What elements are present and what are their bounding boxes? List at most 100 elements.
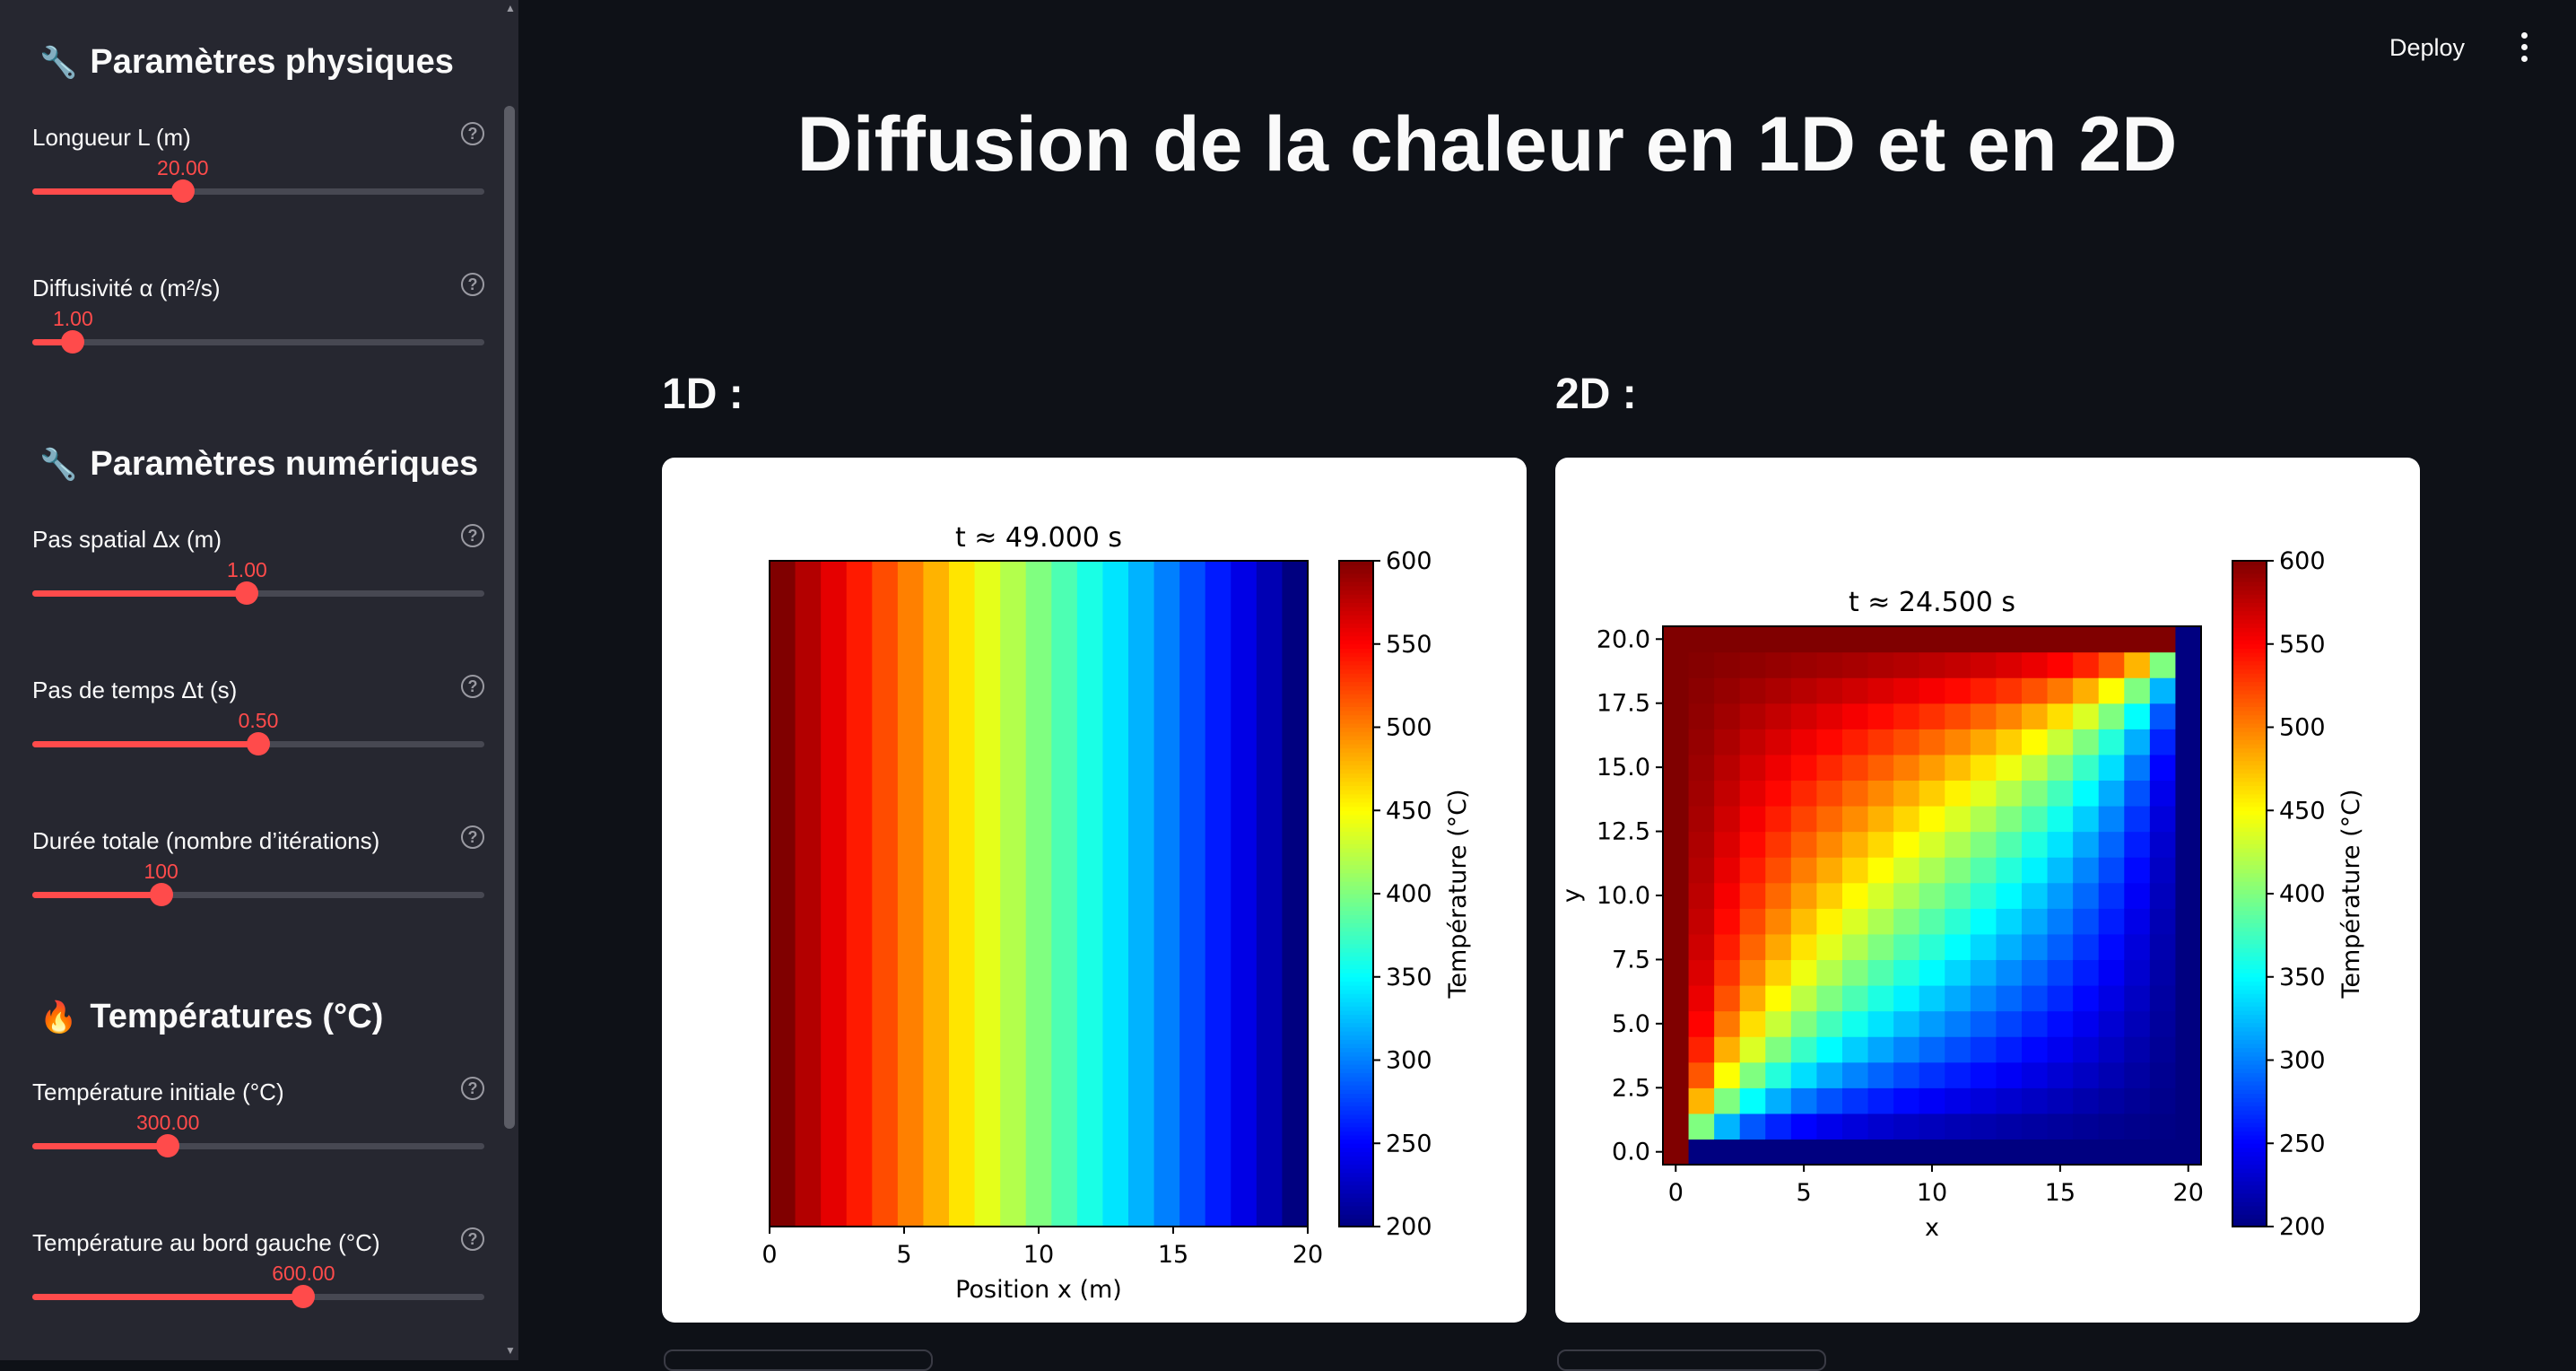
- heatmap-cell: [1842, 908, 1869, 935]
- heatmap-cell: [1663, 1087, 1690, 1114]
- heatmap-cell: [1816, 729, 1843, 755]
- colorbar-segment: [2232, 973, 2267, 978]
- heatmap-1d: 0 5 10 15 20 t ≈ 49.000 s Position x (m) 200…: [761, 522, 1472, 1304]
- help-icon[interactable]: ?: [461, 825, 484, 849]
- sidebar-scrollbar-thumb[interactable]: [504, 106, 515, 1129]
- scroll-down-icon[interactable]: ▼: [505, 1344, 516, 1357]
- heatmap-cell: [2098, 1010, 2125, 1037]
- heatmap-cell: [1790, 703, 1818, 729]
- heatmap-cell: [1816, 882, 1843, 909]
- slider-value: 1.00: [227, 558, 267, 581]
- colorbar-segment: [2232, 631, 2267, 637]
- slider-track[interactable]: [32, 883, 484, 906]
- slider-thumb[interactable]: [149, 883, 173, 906]
- colorbar-segment: [1339, 607, 1373, 612]
- scroll-up-icon[interactable]: ▲: [505, 2, 516, 14]
- colorbar-segment: [2232, 602, 2267, 607]
- help-icon[interactable]: ?: [461, 524, 484, 547]
- colorbar-segment: [1339, 764, 1373, 770]
- heatmap-cell: [2175, 857, 2202, 884]
- heatmap-cell: [2175, 754, 2202, 782]
- colorbar-segment: [1339, 1201, 1373, 1207]
- heatmap-cell: [1179, 561, 1206, 1227]
- slider-track[interactable]: [32, 330, 484, 354]
- heatmap-cell: [2073, 1036, 2100, 1063]
- help-icon[interactable]: ?: [461, 122, 484, 145]
- deploy-button[interactable]: Deploy: [2389, 34, 2466, 61]
- colorbar-segment: [1339, 910, 1373, 915]
- y-axis-label: y: [1558, 888, 1586, 903]
- help-icon[interactable]: ?: [461, 273, 484, 296]
- colorbar-segment: [1339, 719, 1373, 724]
- slider-thumb[interactable]: [170, 179, 195, 203]
- heatmap-cell: [2175, 1010, 2202, 1037]
- colorbar-segment: [1339, 1168, 1373, 1174]
- heatmap-cell: [1893, 908, 1920, 935]
- heatmap-cell: [1996, 985, 2023, 1012]
- help-icon[interactable]: ?: [461, 1077, 484, 1100]
- heatmap-cell: [1816, 677, 1843, 704]
- colorbar-segment: [1339, 1110, 1373, 1115]
- slider-thumb[interactable]: [156, 1134, 180, 1157]
- slider-label: Pas spatial Δx (m): [32, 526, 222, 553]
- y-tick-label: 0.0: [1612, 1139, 1650, 1166]
- heatmap-cell: [2047, 754, 2074, 782]
- heatmap-cell: [2124, 754, 2151, 782]
- heatmap-cell: [1765, 677, 1792, 704]
- colorbar-segment: [1339, 652, 1373, 658]
- heatmap-cell: [1790, 831, 1818, 858]
- colorbar-segment: [1339, 768, 1373, 774]
- x-axis-label: Position x (m): [955, 1276, 1122, 1304]
- colorbar-segment: [1339, 981, 1373, 986]
- heatmap-cell: [2073, 908, 2100, 935]
- heatmap-cell: [1996, 1061, 2023, 1088]
- slider-track[interactable]: [32, 1134, 484, 1157]
- slider-fill: [32, 188, 183, 195]
- section-title-1d: 1D :: [662, 371, 744, 418]
- slider-track[interactable]: [32, 581, 484, 605]
- colorbar-segment: [2232, 618, 2267, 624]
- heatmap-cell: [1714, 780, 1741, 807]
- heatmap-cell: [2124, 626, 2151, 653]
- colorbar-segment: [2232, 719, 2267, 724]
- heatmap-cell: [1688, 959, 1715, 986]
- slider-thumb[interactable]: [247, 732, 270, 755]
- colorbar-segment: [1339, 826, 1373, 833]
- heatmap-cell: [1867, 1087, 1894, 1114]
- colorbar-segment: [2232, 1176, 2267, 1182]
- colorbar-segment: [2232, 930, 2267, 936]
- heatmap-cell: [821, 561, 848, 1227]
- colorbar-segment: [1339, 985, 1373, 991]
- help-icon[interactable]: ?: [461, 675, 484, 698]
- slider-thumb[interactable]: [292, 1285, 316, 1308]
- heatmap-cell: [1765, 1113, 1792, 1140]
- download-button[interactable]: [664, 1349, 933, 1371]
- more-vertical-icon[interactable]: [2515, 32, 2533, 68]
- slider-thumb[interactable]: [61, 330, 85, 354]
- slider-fill: [32, 1143, 169, 1149]
- colorbar-tick-label: 200: [2279, 1213, 2326, 1241]
- heatmap-cell: [2022, 729, 2049, 755]
- colorbar-segment: [2232, 752, 2267, 757]
- slider-track[interactable]: [32, 732, 484, 755]
- heatmap-cell: [2022, 1061, 2049, 1088]
- colorbar-segment: [2232, 564, 2267, 570]
- colorbar-tick-label: 350: [2279, 964, 2326, 991]
- heatmap-cell: [2149, 626, 2177, 653]
- colorbar-segment: [2232, 1164, 2267, 1169]
- slider-thumb[interactable]: [235, 581, 259, 605]
- heatmap-cell: [1688, 651, 1715, 678]
- slider-track[interactable]: [32, 1285, 484, 1308]
- heatmap-cell: [949, 561, 976, 1227]
- colorbar-segment: [2232, 831, 2267, 836]
- heatmap-cell: [1996, 626, 2023, 653]
- colorbar-segment: [2232, 768, 2267, 774]
- slider-track[interactable]: [32, 179, 484, 203]
- heatmap-cell: [1842, 729, 1869, 755]
- heatmap-cell: [1663, 959, 1690, 986]
- heatmap-cell: [1919, 703, 1945, 729]
- colorbar-segment: [1339, 885, 1373, 890]
- colorbar-segment: [2232, 1085, 2267, 1090]
- download-button[interactable]: [1557, 1349, 1826, 1371]
- help-icon[interactable]: ?: [461, 1227, 484, 1251]
